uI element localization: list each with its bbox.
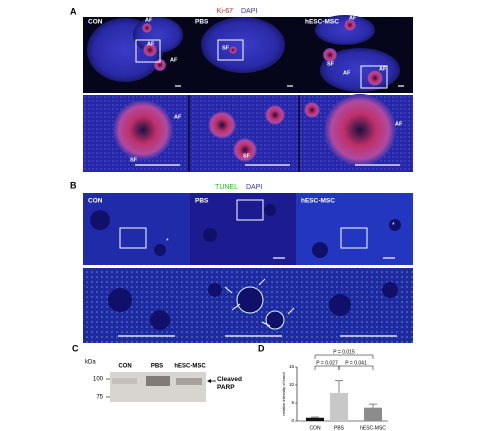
significance-bracket — [338, 365, 374, 370]
p-value: P = 0.041 — [345, 360, 367, 366]
significance-bracket — [314, 365, 340, 370]
x-tick-label: PBS — [334, 425, 345, 431]
structure-label: AF — [147, 41, 155, 47]
stain-label: TUNEL — [215, 184, 238, 191]
structure-label: AF — [349, 15, 357, 21]
bar — [306, 417, 324, 421]
p-value: P = 0.027 — [316, 360, 338, 366]
p-value: P = 0.015 — [333, 349, 355, 355]
x-tick-label: CON — [309, 425, 321, 431]
structure-label: SF — [243, 153, 251, 159]
column-label: hESC-MSC — [301, 198, 335, 205]
structure-label: AF — [395, 121, 403, 127]
bar — [364, 407, 382, 421]
band-label: Cleaved PARP — [217, 376, 242, 391]
panel-label: D — [258, 343, 265, 353]
structure-label: AF — [174, 114, 182, 120]
asterisk: * — [166, 238, 169, 245]
marker-label: 100 — [93, 377, 104, 383]
structure-label: AF — [379, 66, 387, 72]
column-label: CON — [88, 198, 103, 205]
y-tick-label: 15 — [289, 364, 295, 369]
structure-label: SF — [222, 45, 230, 51]
x-tick-label: hESC-MSC — [360, 425, 386, 431]
structure-label: AF — [145, 17, 153, 23]
column-label: PBS — [195, 19, 209, 26]
error-bar — [311, 416, 319, 418]
bar — [330, 392, 348, 421]
band-label-box: Cleaved PARP — [217, 376, 242, 391]
marker-label: 75 — [96, 395, 103, 401]
unit-label: kDa — [85, 360, 96, 366]
counterstain-label: DAPI — [241, 8, 257, 15]
panel-label: C — [72, 343, 79, 353]
p-value: P = 0.015 — [333, 349, 355, 355]
structure-label: AF — [170, 57, 178, 63]
y-axis-label: relative intensity of band — [281, 372, 286, 415]
panel-b-images — [83, 193, 413, 343]
column-label: CON — [88, 19, 103, 26]
error-bar — [335, 380, 343, 393]
p-value: P = 0.027 — [316, 360, 338, 366]
y-tick-label: 0 — [291, 418, 294, 423]
asterisk: * — [392, 222, 395, 229]
column-label: hESC-MSC — [305, 19, 339, 26]
panel-label: B — [70, 180, 77, 190]
structure-label: SF — [130, 157, 138, 163]
western-blot — [106, 372, 216, 402]
stain-label: Ki-67 — [217, 8, 233, 15]
p-value: P = 0.041 — [345, 360, 367, 366]
y-tick-label: 10 — [289, 382, 295, 387]
counterstain-label: DAPI — [246, 184, 262, 191]
y-tick-label: 5 — [291, 400, 294, 405]
column-label: PBS — [195, 198, 209, 205]
error-bar — [369, 403, 377, 408]
lane-label: CON — [118, 364, 131, 370]
significance-bracket — [314, 354, 374, 359]
lane-label: hESC-MSC — [174, 364, 206, 370]
structure-label: SF — [327, 61, 335, 67]
panel-a-images — [83, 15, 413, 172]
panel-label: A — [70, 6, 77, 16]
structure-label: AF — [343, 70, 351, 76]
lane-label: PBS — [151, 364, 163, 370]
